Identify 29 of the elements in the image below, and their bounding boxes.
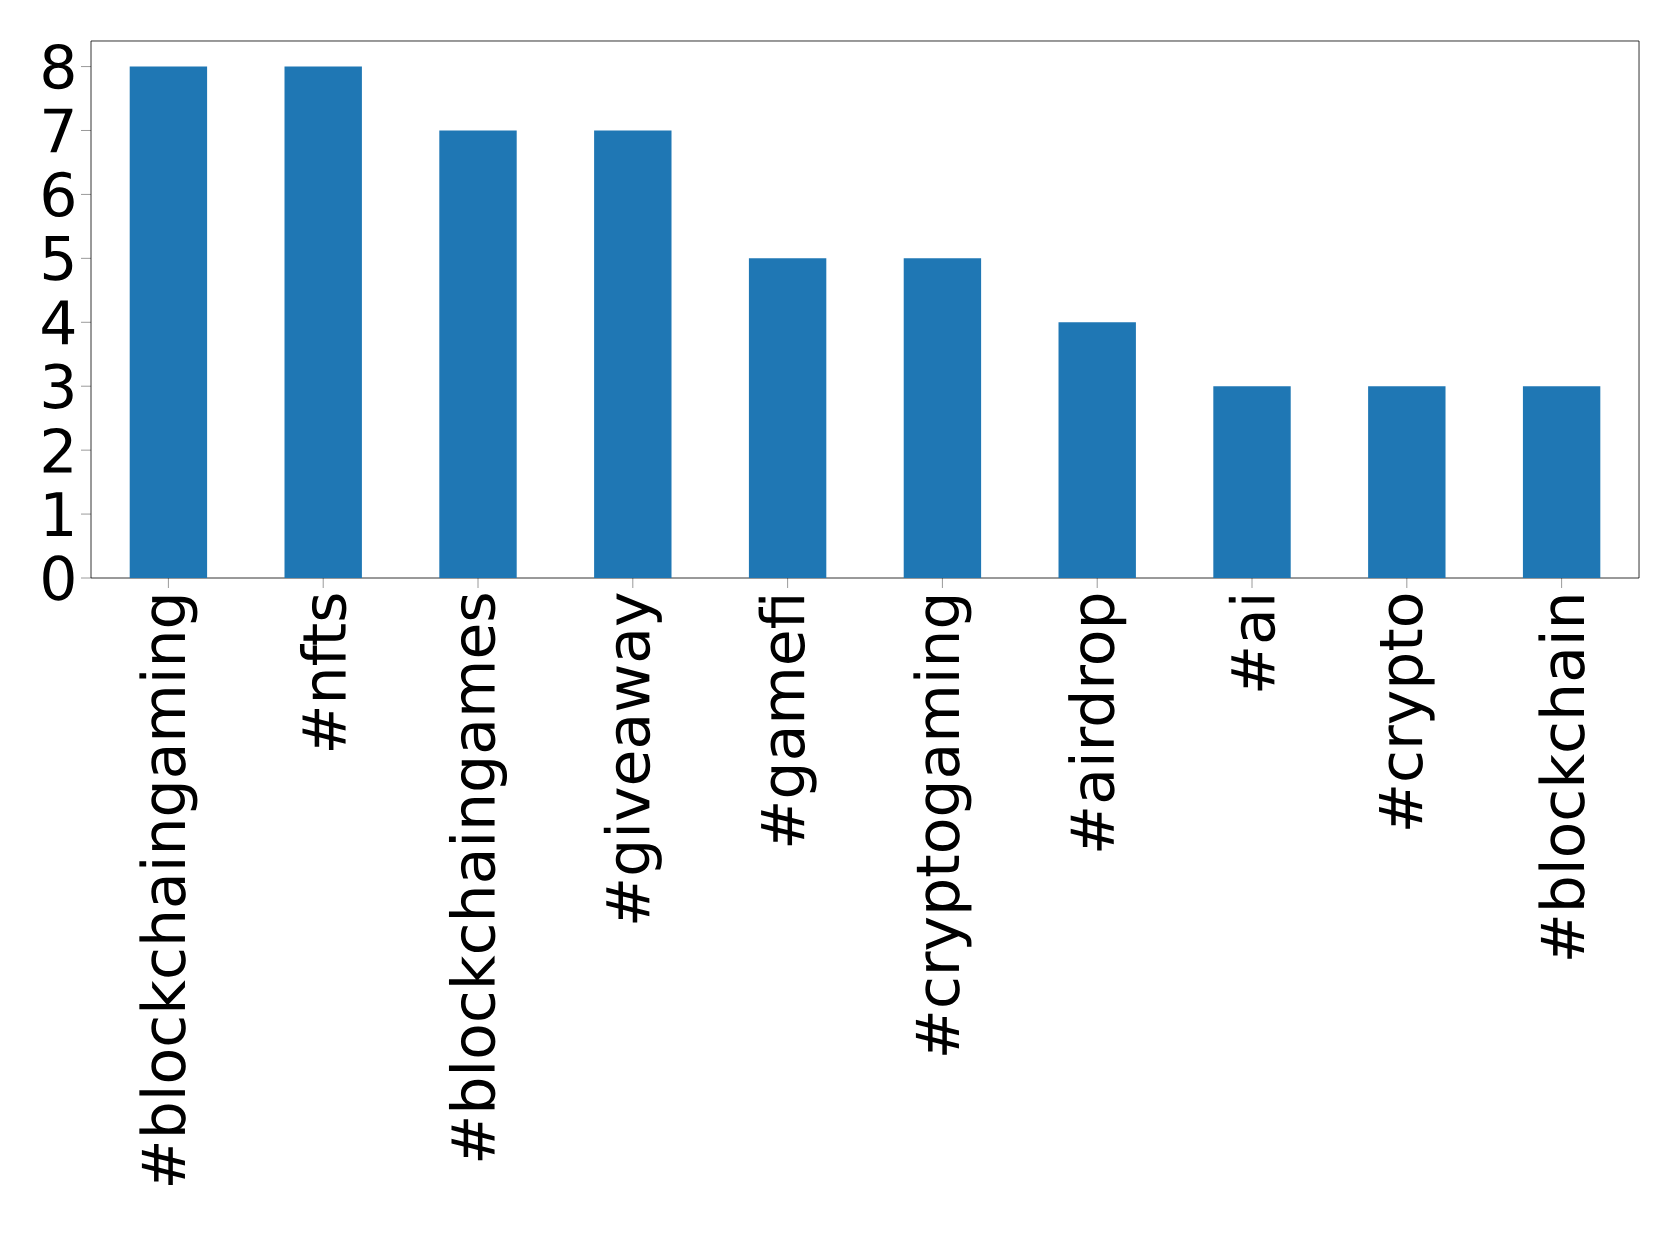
y-tick-label: 3 <box>43 363 73 409</box>
bar <box>1522 386 1601 578</box>
x-tick-label: #blockchaingaming <box>139 596 198 1185</box>
y-tick-label: 4 <box>42 300 75 345</box>
y-tick-label: 7 <box>44 108 73 153</box>
y-tick-label: 2 <box>43 427 72 473</box>
bar <box>1368 386 1446 578</box>
y-tick-label: 1 <box>45 492 72 536</box>
x-tick-label: #nfts <box>299 594 347 751</box>
bar <box>1213 386 1291 578</box>
bar <box>439 130 517 578</box>
y-tick-label: 5 <box>43 236 73 281</box>
bar <box>903 258 982 578</box>
y-tick-label: 0 <box>43 555 74 601</box>
x-tick-label: #giveaway <box>603 593 662 923</box>
bar <box>1058 322 1136 578</box>
bar <box>748 258 827 578</box>
x-tick-label: #blockchaingames <box>448 594 508 1161</box>
x-tick-label: #crypto <box>1379 594 1435 829</box>
x-tick-label: #airdrop <box>1068 594 1127 851</box>
x-tick-label: #cryptogaming <box>913 596 972 1055</box>
y-tick-label: 8 <box>43 43 74 90</box>
x-tick-label: #ai <box>1228 597 1276 691</box>
bar <box>129 66 208 578</box>
x-tick-label: #blockchain <box>1538 596 1585 959</box>
bar <box>594 130 672 578</box>
y-tick-label: 6 <box>43 171 74 218</box>
x-tick-label: #gamefi <box>758 597 817 846</box>
bar <box>284 66 362 578</box>
